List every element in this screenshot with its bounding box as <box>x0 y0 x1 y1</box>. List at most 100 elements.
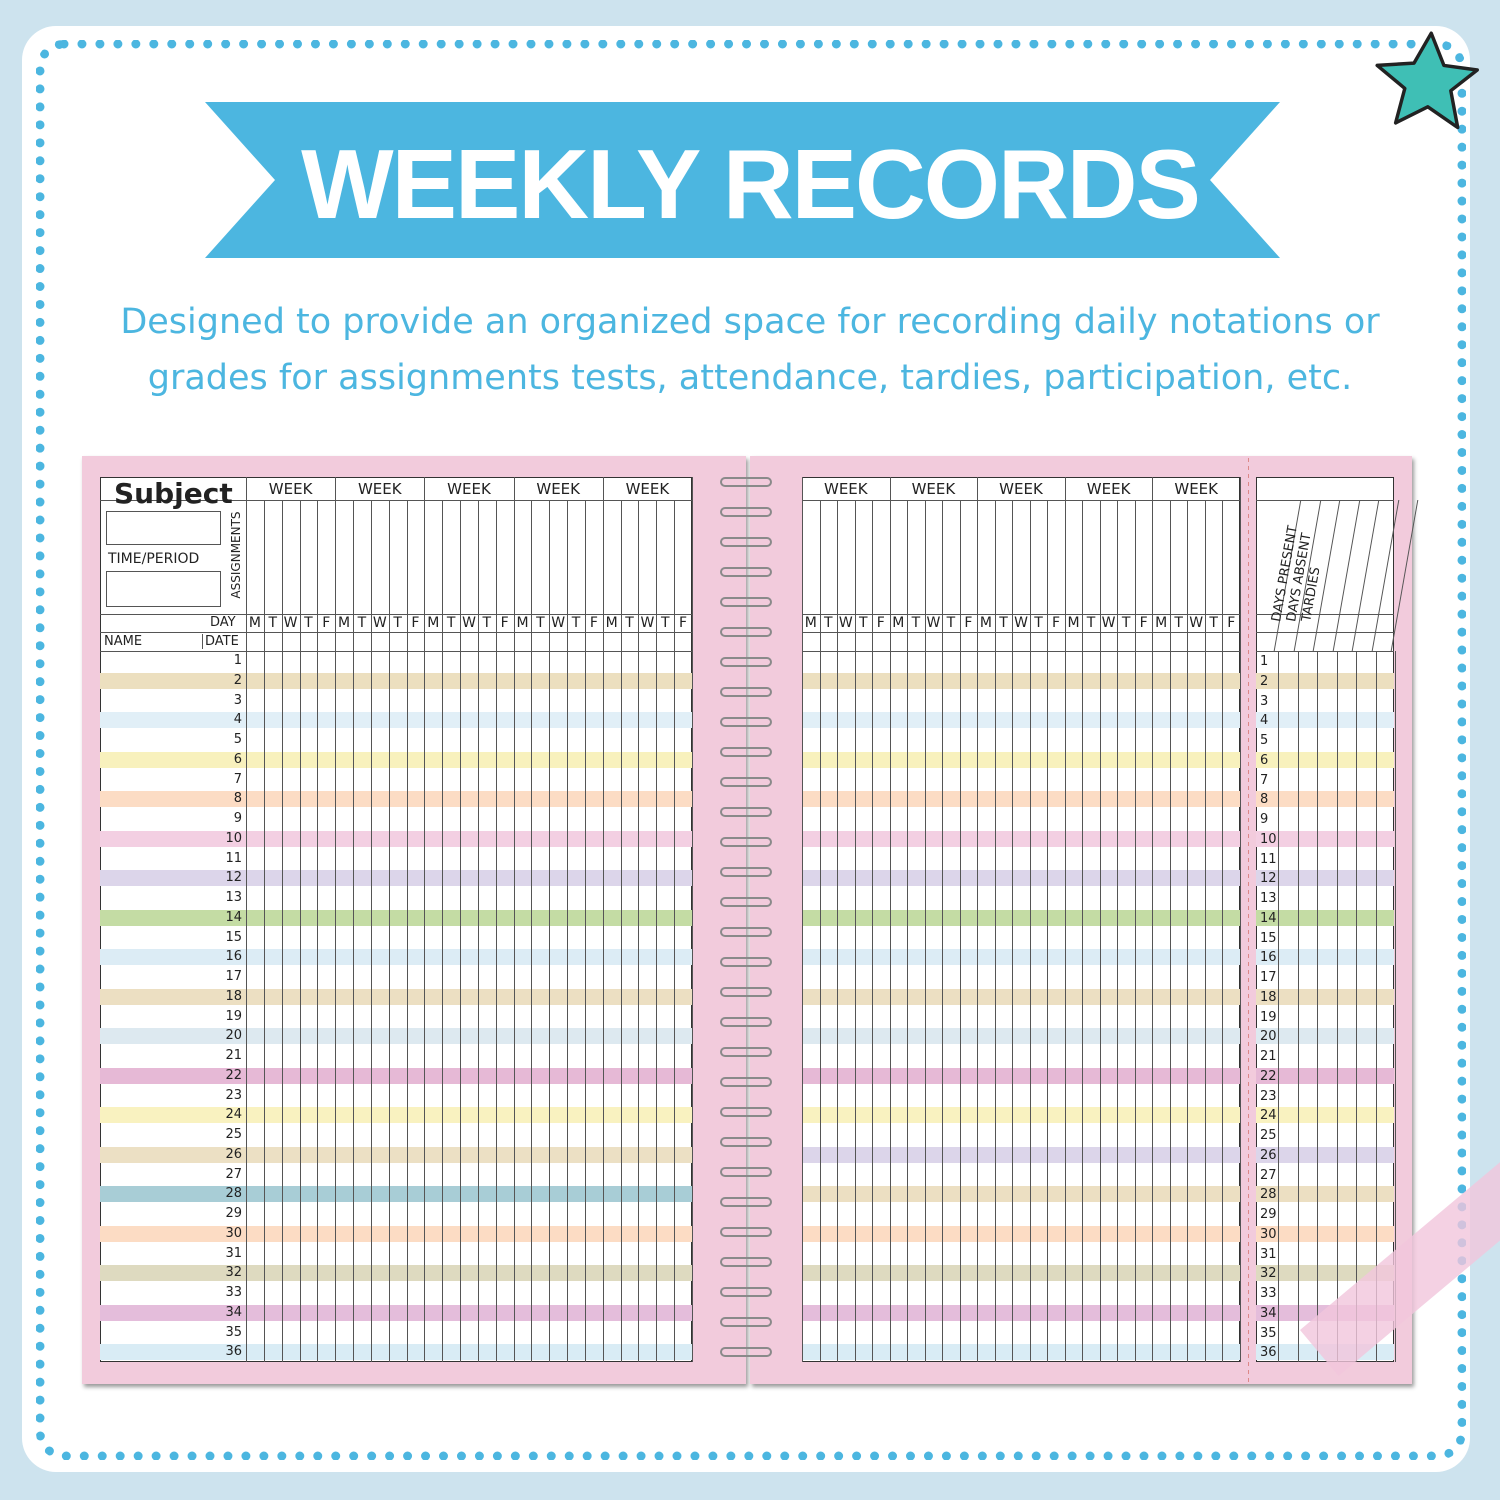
weekday-label: T <box>268 615 278 631</box>
row-number: 7 <box>1260 772 1269 788</box>
column-divider <box>638 500 640 1362</box>
week-header: WEEK <box>447 480 491 498</box>
row-band <box>802 672 1240 689</box>
row-number: 32 <box>1260 1266 1277 1282</box>
spiral-ring <box>720 1197 772 1207</box>
row-number: 7 <box>233 771 242 787</box>
spiral-ring <box>720 957 772 967</box>
spiral-ring <box>720 1287 772 1297</box>
weekday-label: W <box>462 615 476 631</box>
spiral-ring <box>720 1107 772 1117</box>
column-divider <box>872 500 874 1362</box>
row-number: 24 <box>225 1107 242 1123</box>
weekday-label: W <box>372 615 387 631</box>
column-divider <box>977 477 979 1362</box>
row-number: 24 <box>1260 1108 1277 1124</box>
weekday-label: W <box>926 615 941 631</box>
row-number: 31 <box>225 1245 242 1261</box>
weekday-label: F <box>1227 615 1236 631</box>
row-number: 15 <box>1260 930 1277 946</box>
header-divider <box>100 500 692 501</box>
row-band <box>802 1304 1240 1321</box>
column-divider <box>567 500 569 1362</box>
row-number: 13 <box>225 890 242 905</box>
row-band <box>802 1265 1240 1281</box>
spiral-ring <box>720 867 772 877</box>
row-band <box>1256 830 1394 847</box>
column-divider <box>370 500 372 1362</box>
column-divider <box>889 477 891 1362</box>
weekday-label: M <box>979 615 992 631</box>
row-band <box>1256 909 1394 926</box>
time-period-input[interactable] <box>106 571 221 607</box>
row-band <box>802 949 1240 965</box>
header-divider <box>802 614 1240 615</box>
subject-input[interactable] <box>106 511 221 545</box>
date-label: DATE <box>202 634 239 649</box>
summary-divider <box>1297 651 1299 1362</box>
row-band <box>100 1344 692 1360</box>
weekday-label: T <box>571 615 581 631</box>
weekday-label: W <box>283 615 298 631</box>
row-band <box>1256 949 1394 965</box>
weekday-label: M <box>427 615 440 631</box>
column-divider <box>406 500 408 1362</box>
row-band <box>100 1028 692 1044</box>
column-divider <box>819 500 821 1362</box>
weekday-label: T <box>446 615 456 631</box>
summary-divider <box>1278 651 1279 1362</box>
weekday-label: M <box>605 615 618 631</box>
row-number: 35 <box>225 1324 242 1340</box>
row-band <box>1256 1028 1394 1044</box>
column-divider <box>854 500 856 1362</box>
row-number: 27 <box>1260 1167 1277 1183</box>
spiral-ring <box>720 687 772 697</box>
row-band <box>802 909 1240 926</box>
column-divider <box>388 500 390 1362</box>
row-number: 12 <box>225 870 242 886</box>
spiral-ring <box>720 477 772 487</box>
weekday-label: T <box>1034 615 1043 631</box>
star-icon <box>1375 31 1479 130</box>
header-divider <box>1256 651 1394 652</box>
row-band <box>802 1225 1240 1242</box>
column-divider <box>424 477 426 1362</box>
weekday-label: T <box>625 615 634 631</box>
spiral-ring <box>720 987 772 997</box>
spiral-ring <box>720 537 772 547</box>
row-number: 3 <box>233 692 242 708</box>
weekday-label: W <box>640 615 655 631</box>
row-band <box>802 1344 1240 1360</box>
spiral-ring <box>720 1017 772 1027</box>
row-number: 23 <box>225 1087 242 1103</box>
column-divider <box>1064 477 1066 1362</box>
row-number: 8 <box>233 791 242 807</box>
weekday-label: F <box>411 615 420 631</box>
week-header: WEEK <box>999 480 1043 498</box>
row-number: 14 <box>1260 910 1277 926</box>
row-number: 8 <box>1260 792 1269 808</box>
row-band <box>802 870 1240 886</box>
header-divider <box>1256 500 1394 501</box>
weekday-label: T <box>999 615 1008 631</box>
row-band <box>100 988 692 1005</box>
row-number: 35 <box>1260 1325 1277 1341</box>
row-band <box>1256 751 1394 768</box>
row-number: 36 <box>1260 1345 1277 1361</box>
spiral-ring <box>720 1227 772 1237</box>
weekday-label: T <box>946 615 956 631</box>
header-divider <box>1256 614 1394 615</box>
column-divider <box>674 500 676 1362</box>
column-divider <box>656 500 658 1362</box>
header-divider <box>100 632 692 633</box>
row-number: 22 <box>225 1067 242 1083</box>
weekday-label: W <box>1014 615 1028 631</box>
row-band <box>100 1304 692 1321</box>
weekday-label: F <box>1051 615 1061 631</box>
row-band <box>1256 712 1394 728</box>
column-divider <box>1240 477 1241 1362</box>
column-divider <box>460 500 462 1362</box>
column-divider <box>1152 477 1154 1362</box>
weekday-label: T <box>660 615 670 631</box>
row-number: 15 <box>225 929 242 945</box>
